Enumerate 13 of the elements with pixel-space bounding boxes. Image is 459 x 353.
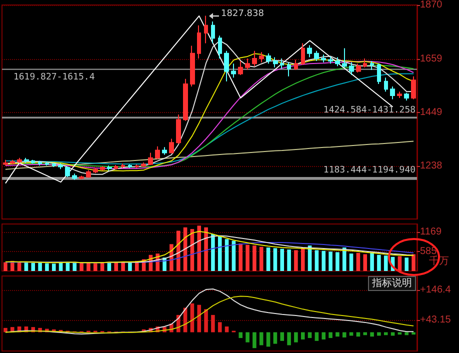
band-label: 1183.444-1194.940 bbox=[323, 165, 416, 176]
annotation: 1827.838 bbox=[221, 9, 264, 20]
annotation: 指标说明 bbox=[368, 276, 416, 291]
band-label: 1424.584-1431.258 bbox=[323, 105, 416, 116]
y-tick-label: 1449 bbox=[420, 106, 443, 118]
y-tick-label: 1659 bbox=[420, 53, 443, 64]
y-tick-label: 1870 bbox=[420, 0, 443, 10]
band-label: 1619.827-1615.4 bbox=[13, 72, 95, 82]
y-tick-label: +43.15 bbox=[420, 314, 452, 326]
y-tick-label: 1169 bbox=[420, 226, 442, 238]
y-tick-label: +146.4 bbox=[420, 284, 452, 296]
y-tick-label: 585 bbox=[420, 246, 438, 257]
y-tick-label: 1238 bbox=[420, 160, 443, 172]
